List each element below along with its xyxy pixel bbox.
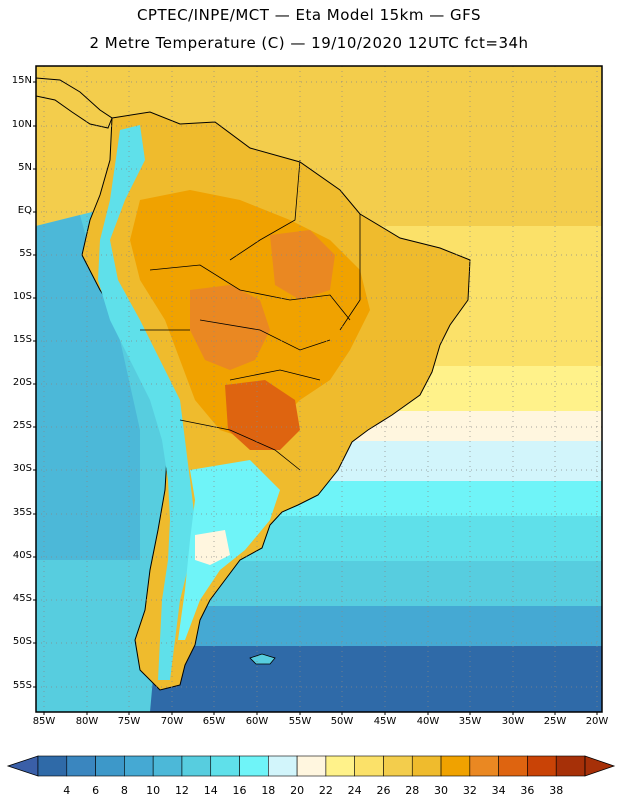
colorbar-swatch bbox=[181, 755, 212, 777]
patagonia-mild-patch bbox=[195, 530, 230, 565]
andes-cold-strip bbox=[98, 125, 195, 680]
colorbar-label: 8 bbox=[120, 784, 128, 797]
map-frame bbox=[35, 65, 603, 713]
lon-label: 85W bbox=[32, 716, 56, 727]
colorbar-label: 24 bbox=[347, 784, 362, 797]
colorbar-swatch bbox=[152, 755, 183, 777]
colorbar-swatch bbox=[354, 755, 384, 777]
colorbar-label: 14 bbox=[203, 784, 218, 797]
hot-core-bolivia bbox=[190, 285, 270, 370]
colorbar-label: 10 bbox=[146, 784, 161, 797]
lat-label: 25S bbox=[12, 420, 32, 431]
colorbar-label: 34 bbox=[491, 784, 506, 797]
colorbar-over-arrow bbox=[584, 755, 616, 777]
colorbar-swatch bbox=[296, 755, 327, 777]
colorbar-label: 36 bbox=[520, 784, 535, 797]
lat-label: 5N bbox=[18, 162, 32, 173]
lon-label: 40W bbox=[416, 716, 440, 727]
colorbar-swatch bbox=[124, 755, 154, 777]
lat-label: 10S bbox=[12, 291, 32, 302]
lat-label: 10N bbox=[11, 119, 32, 130]
axis-ticks bbox=[33, 81, 598, 715]
colorbar-label: 28 bbox=[405, 784, 420, 797]
colorbar-label: 26 bbox=[376, 784, 391, 797]
lat-label: 15S bbox=[12, 334, 32, 345]
colorbar-label: 18 bbox=[261, 784, 276, 797]
map-title-line1: CPTEC/INPE/MCT — Eta Model 15km — GFS bbox=[136, 6, 482, 24]
lon-label: 75W bbox=[117, 716, 141, 727]
lon-label: 45W bbox=[373, 716, 397, 727]
lat-label: 30S bbox=[12, 463, 32, 474]
lat-label: 15N bbox=[11, 75, 32, 86]
colorbar-swatch bbox=[66, 755, 96, 777]
colorbar-label: 6 bbox=[92, 784, 100, 797]
lat-label: 45S bbox=[12, 593, 32, 604]
colorbar-swatch bbox=[210, 755, 240, 777]
lon-label: 55W bbox=[288, 716, 312, 727]
colorbar-swatch bbox=[440, 755, 471, 777]
lat-label: 35S bbox=[12, 507, 32, 518]
country-borders bbox=[140, 159, 361, 471]
lat-label: 20S bbox=[12, 377, 32, 388]
colorbar-swatch bbox=[239, 755, 269, 777]
colorbar-under-arrow bbox=[6, 755, 39, 777]
colorbar-swatch bbox=[498, 755, 528, 777]
colorbar-label: 4 bbox=[63, 784, 71, 797]
colorbar-swatch bbox=[527, 755, 557, 777]
falkland-islands bbox=[249, 653, 276, 665]
lon-label: 70W bbox=[160, 716, 184, 727]
hot-core-amazon bbox=[270, 230, 335, 300]
lat-label: 50S bbox=[12, 636, 32, 647]
colorbar-swatch bbox=[469, 755, 499, 777]
colorbar-label: 38 bbox=[549, 784, 564, 797]
lon-label: 35W bbox=[458, 716, 482, 727]
map-title-line2: 2 Metre Temperature (C) — 19/10/2020 12U… bbox=[89, 34, 529, 52]
lon-label: 80W bbox=[75, 716, 99, 727]
colorbar-label: 30 bbox=[434, 784, 449, 797]
lat-label: 40S bbox=[12, 550, 32, 561]
map-field bbox=[36, 66, 602, 712]
colorbar-label: 16 bbox=[232, 784, 247, 797]
colorbar-swatch bbox=[411, 755, 442, 777]
lon-label: 50W bbox=[330, 716, 354, 727]
colorbar-label: 22 bbox=[318, 784, 333, 797]
colorbar-swatch bbox=[325, 755, 355, 777]
colorbar-swatch bbox=[95, 755, 125, 777]
colorbar-label: 20 bbox=[290, 784, 305, 797]
lat-label: 5S bbox=[19, 248, 32, 259]
lat-label: 55S bbox=[12, 680, 32, 691]
colorbar-swatch bbox=[555, 755, 586, 777]
colorbar bbox=[6, 755, 616, 777]
hot-core-paraguay bbox=[225, 380, 300, 450]
lon-label: 30W bbox=[501, 716, 525, 727]
colorbar-label: 12 bbox=[174, 784, 189, 797]
colorbar-swatch bbox=[37, 755, 68, 777]
lat-label: EQ bbox=[17, 205, 32, 216]
central-america bbox=[36, 77, 113, 129]
colorbar-swatch bbox=[268, 755, 298, 777]
lon-label: 60W bbox=[245, 716, 269, 727]
colorbar-label: 32 bbox=[462, 784, 477, 797]
pacific-cold-core bbox=[36, 215, 140, 560]
lon-label: 25W bbox=[543, 716, 567, 727]
lon-label: 20W bbox=[585, 716, 609, 727]
lon-label: 65W bbox=[202, 716, 226, 727]
colorbar-swatch bbox=[383, 755, 413, 777]
